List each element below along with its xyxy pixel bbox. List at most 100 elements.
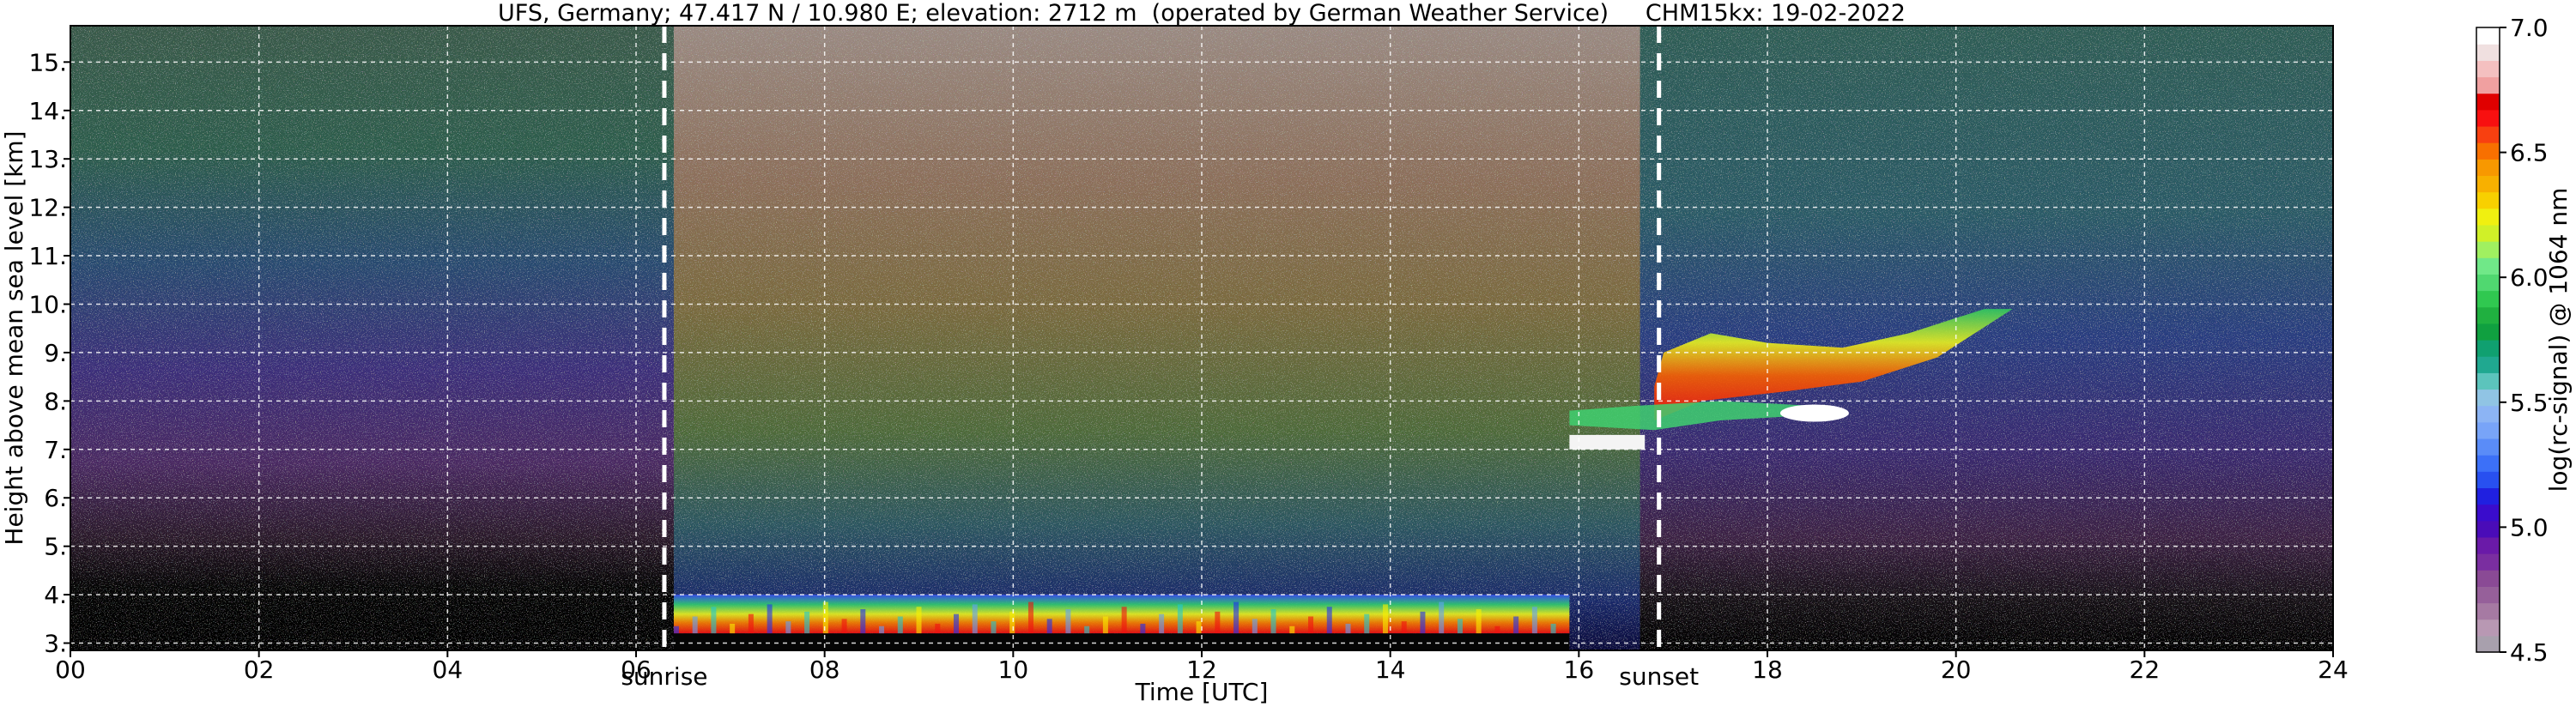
boundary-layer-streak (1159, 613, 1165, 634)
colorbar-tick-label: 5.0 (2510, 513, 2549, 541)
chart-title: UFS, Germany; 47.417 N / 10.980 E; eleva… (498, 0, 1906, 27)
boundary-layer-streak (1252, 619, 1258, 634)
x-axis-label: Time [UTC] (1135, 678, 1269, 706)
y-tick-label: 6. (44, 484, 67, 512)
boundary-layer-streak (1308, 616, 1314, 634)
boundary-layer-streak (972, 604, 978, 634)
colorbar-segment (2476, 60, 2500, 78)
x-tick-label: 20 (1941, 656, 1972, 684)
boundary-layer-streak (1065, 609, 1071, 634)
colorbar-segment (2476, 290, 2500, 308)
boundary-layer-streak (1233, 601, 1240, 634)
boundary-layer-streak (1531, 607, 1537, 634)
boundary-layer-streak (1457, 619, 1463, 634)
boundary-layer-streak (1326, 607, 1332, 634)
boundary-layer-streak (991, 621, 997, 634)
colorbar-segment (2476, 340, 2500, 357)
colorbar-segment (2476, 274, 2500, 292)
colorbar-segment (2476, 455, 2500, 472)
boundary-layer-streak (673, 625, 679, 634)
y-tick-label: 11. (28, 242, 67, 270)
boundary-layer-streak (1494, 625, 1500, 634)
boundary-layer-streak (711, 607, 717, 634)
colorbar-segment (2476, 208, 2500, 226)
boundary-layer-streak (1289, 625, 1295, 634)
boundary-layer-streak (1027, 601, 1033, 634)
y-axis: 3. 4. 5. 6. 7. 8. 9. 10. 11. 12. 13. 14. 15. (28, 48, 70, 658)
colorbar-label: log(rc-signal) @ 1064 nm (2544, 188, 2573, 492)
colorbar-segment (2476, 570, 2500, 587)
colorbar-segment (2476, 602, 2500, 620)
boundary-layer-streak (1439, 601, 1445, 634)
colorbar-segment (2476, 536, 2500, 554)
colorbar-segment (2476, 438, 2500, 456)
colorbar-segment (2476, 520, 2500, 538)
boundary-layer-streak (1177, 604, 1183, 634)
boundary-layer-streak (1476, 609, 1482, 634)
colorbar-segment (2476, 323, 2500, 341)
x-tick-label: 16 (1564, 656, 1595, 684)
signal-features (673, 309, 2013, 650)
boundary-layer-streak (730, 623, 736, 634)
y-axis-label: Height above mean sea level [km] (0, 130, 28, 545)
boundary-layer-streak (767, 604, 773, 634)
colorbar-segment (2476, 175, 2500, 193)
colorbar-tick-label: 7.0 (2510, 14, 2549, 42)
boundary-layer-streak (1140, 623, 1146, 634)
x-tick-label: 22 (2130, 656, 2161, 684)
feature-cirrus-lower (1569, 401, 1815, 431)
colorbar-frame (2476, 27, 2500, 653)
boundary-layer-streak (1084, 625, 1090, 634)
event-label-sunrise: sunrise (621, 662, 707, 691)
colorbar-segment (2476, 405, 2500, 423)
boundary-layer-streak (935, 623, 941, 634)
x-tick-label: 08 (809, 656, 840, 684)
x-tick-label: 10 (998, 656, 1029, 684)
boundary-layer-streak (822, 601, 828, 634)
colorbar-segment (2476, 224, 2500, 242)
colorbar-segment (2476, 241, 2500, 258)
event-lines: sunrise sunset (621, 26, 1699, 691)
boundary-layer-streak (1401, 621, 1407, 634)
colorbar-segment (2476, 109, 2500, 127)
y-tick-label: 12. (28, 194, 67, 222)
x-tick-label: 02 (244, 656, 275, 684)
boundary-layer-streak (1364, 613, 1370, 634)
colorbar-segment (2476, 487, 2500, 505)
boundary-layer-streak (1121, 607, 1127, 634)
colorbar-segment (2476, 635, 2500, 653)
colorbar-segment (2476, 372, 2500, 390)
boundary-layer-streak (860, 609, 866, 634)
feature-surface-band (673, 633, 1570, 650)
colorbar-segment (2476, 421, 2500, 439)
x-tick-label: 12 (1186, 656, 1217, 684)
y-tick-label: 7. (44, 436, 67, 464)
colorbar-segment (2476, 159, 2500, 177)
y-tick-label: 9. (44, 339, 67, 367)
feature-cirrus-cloud (1654, 309, 2013, 420)
colorbar-segment (2476, 142, 2500, 160)
boundary-layer-streak (1102, 616, 1108, 634)
colorbar-segment (2476, 586, 2500, 604)
boundary-layer-streak (1513, 616, 1519, 634)
y-tick-label: 5. (44, 533, 67, 561)
x-tick-label: 24 (2318, 656, 2349, 684)
colorbar-segment (2476, 27, 2500, 45)
colorbar-segment (2476, 76, 2500, 94)
feature-cirrus-core (1779, 404, 1849, 422)
boundary-layer-streak (1420, 611, 1426, 634)
y-tick-label: 10. (28, 290, 67, 318)
boundary-layer-streak (804, 611, 810, 634)
colorbar-segment (2476, 125, 2500, 143)
boundary-layer-streak (897, 616, 903, 634)
boundary-layer-streak (1382, 604, 1388, 634)
feature-cloud-base (1569, 434, 1646, 450)
event-label-sunset: sunset (1619, 662, 1699, 691)
boundary-layer-streak (1345, 623, 1351, 634)
x-axis: 00 02 04 06 08 10 12 14 16 18 20 22 24 (55, 650, 2349, 684)
y-tick-label: 15. (28, 48, 67, 76)
y-tick-label: 13. (28, 145, 67, 173)
y-tick-label: 8. (44, 387, 67, 415)
y-tick-label: 3. (44, 630, 67, 658)
